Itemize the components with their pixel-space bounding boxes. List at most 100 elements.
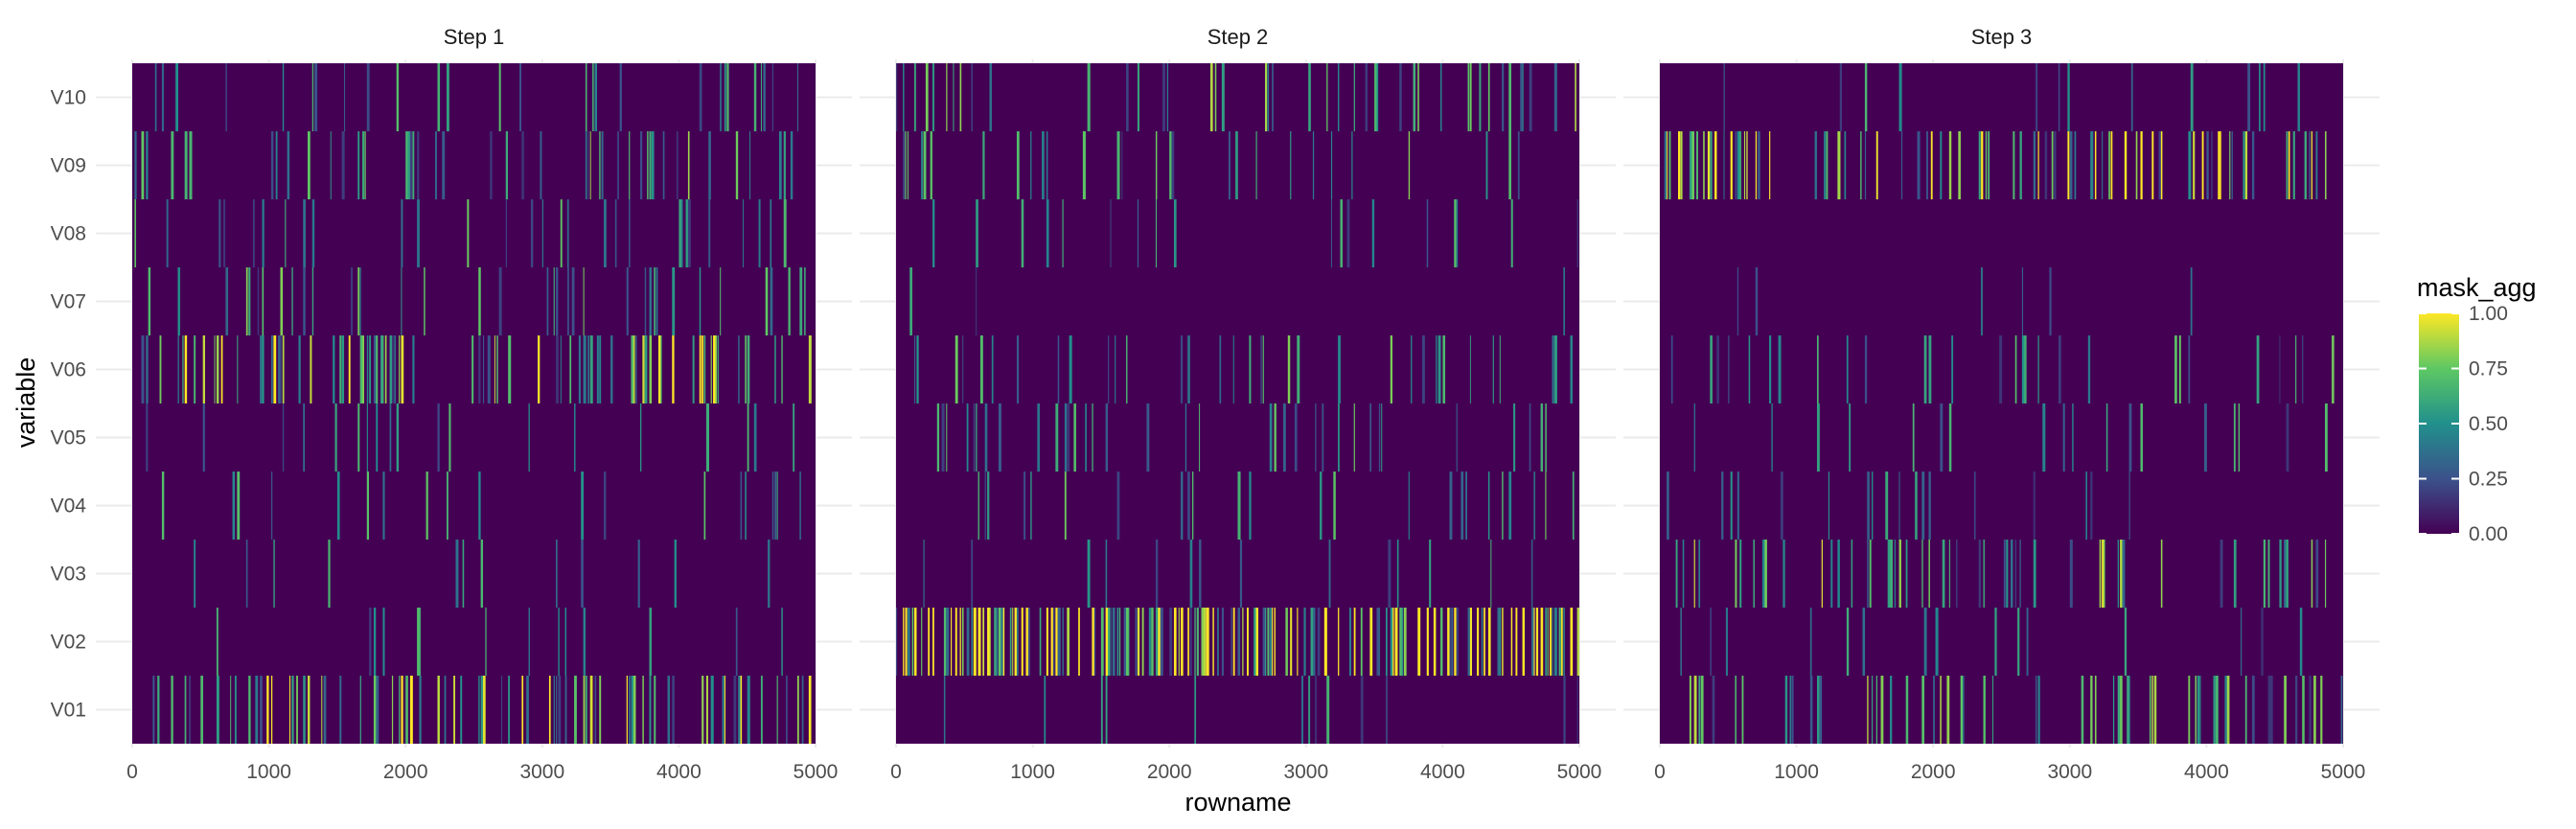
heatmap-tile bbox=[171, 131, 174, 199]
heatmap-tile bbox=[1014, 608, 1017, 676]
heatmap-tile bbox=[1481, 608, 1484, 676]
heatmap-tile bbox=[1436, 335, 1438, 403]
heatmap-tile bbox=[1365, 63, 1368, 131]
heatmap-tile bbox=[2033, 540, 2036, 608]
heatmap-tile bbox=[401, 267, 402, 335]
heatmap-tile bbox=[998, 608, 1001, 676]
heatmap-tile bbox=[2286, 403, 2289, 472]
heatmap-tile bbox=[747, 403, 749, 472]
heatmap-tile bbox=[808, 676, 812, 744]
heatmap-tile bbox=[771, 63, 773, 131]
heatmap-tile bbox=[2304, 131, 2307, 199]
heatmap-tile bbox=[1105, 540, 1108, 608]
heatmap-tile bbox=[202, 335, 205, 403]
heatmap-tile bbox=[614, 199, 617, 267]
heatmap-tile bbox=[735, 131, 739, 199]
heatmap-tile bbox=[2019, 131, 2022, 199]
heatmap-tile bbox=[540, 131, 542, 199]
heatmap-tile bbox=[753, 403, 757, 472]
heatmap-tile bbox=[642, 676, 644, 744]
heatmap-row-background bbox=[1660, 403, 2343, 472]
legend: mask_agg 0.00 0.25 0.50 0.75 1.00 bbox=[2417, 273, 2537, 545]
heatmap-tile bbox=[1141, 608, 1144, 676]
heatmap-tile bbox=[987, 608, 991, 676]
heatmap-tile bbox=[1485, 131, 1488, 199]
facet-panels bbox=[132, 63, 2343, 744]
heatmap-tile bbox=[2309, 676, 2312, 744]
heatmap-tile bbox=[1890, 676, 1893, 744]
heatmap-tile bbox=[1069, 335, 1072, 403]
heatmap-tile bbox=[2149, 676, 2151, 744]
heatmap-tile bbox=[1576, 608, 1580, 676]
heatmap-tile bbox=[1191, 472, 1194, 540]
heatmap-tile bbox=[262, 199, 264, 267]
heatmap-tile bbox=[508, 676, 510, 744]
heatmap-tile bbox=[564, 676, 567, 744]
heatmap-tile bbox=[1664, 131, 1668, 199]
heatmap-tile bbox=[223, 199, 226, 267]
heatmap-tile bbox=[1148, 608, 1152, 676]
heatmap-tile bbox=[2158, 131, 2162, 199]
heatmap-tile bbox=[749, 131, 751, 199]
heatmap-tile bbox=[1451, 608, 1454, 676]
heatmap-tile bbox=[996, 608, 999, 676]
facet-title: Step 2 bbox=[1208, 25, 1269, 49]
heatmap-tile bbox=[914, 335, 916, 403]
heatmap-tile bbox=[1736, 267, 1739, 335]
heatmap-tile bbox=[943, 676, 946, 744]
heatmap-tile bbox=[1360, 608, 1363, 676]
heatmap-tile bbox=[745, 472, 747, 540]
heatmap-tile bbox=[399, 335, 401, 403]
heatmap-tile bbox=[2231, 131, 2233, 199]
heatmap-tile bbox=[1052, 608, 1055, 676]
heatmap-tile bbox=[788, 267, 791, 335]
heatmap-tile bbox=[1867, 540, 1869, 608]
heatmap-tile bbox=[713, 335, 716, 403]
heatmap-tile bbox=[521, 676, 524, 744]
heatmap-tile bbox=[184, 335, 188, 403]
heatmap-tile bbox=[1328, 540, 1331, 608]
heatmap-tile bbox=[1575, 63, 1576, 131]
heatmap-tile bbox=[2135, 131, 2138, 199]
heatmap-tile bbox=[961, 335, 964, 403]
heatmap-tile bbox=[1510, 608, 1513, 676]
heatmap-tile bbox=[2244, 131, 2248, 199]
heatmap-tile bbox=[2251, 131, 2255, 199]
heatmap-tile bbox=[2021, 335, 2025, 403]
heatmap-tile bbox=[1826, 131, 1828, 199]
heatmap-tile bbox=[1520, 63, 1523, 131]
heatmap-tile bbox=[2242, 131, 2245, 199]
heatmap-tile bbox=[642, 335, 645, 403]
heatmap-tile bbox=[1730, 472, 1733, 540]
heatmap-tile bbox=[1948, 131, 1952, 199]
heatmap-tile bbox=[914, 608, 917, 676]
heatmap-tile bbox=[409, 131, 412, 199]
heatmap-tile bbox=[1310, 608, 1314, 676]
heatmap-tile bbox=[1320, 472, 1322, 540]
heatmap-tile bbox=[285, 199, 287, 267]
heatmap-tile bbox=[1242, 608, 1244, 676]
heatmap-tile bbox=[1730, 131, 1733, 199]
heatmap-tile bbox=[1249, 335, 1252, 403]
heatmap-tile bbox=[1267, 608, 1270, 676]
heatmap-tile bbox=[182, 335, 184, 403]
heatmap-tile bbox=[705, 676, 708, 744]
heatmap-tile bbox=[989, 608, 991, 676]
heatmap-tile bbox=[1508, 472, 1512, 540]
heatmap-tile bbox=[581, 540, 584, 608]
heatmap-row-background bbox=[132, 608, 816, 676]
heatmap-tile bbox=[394, 335, 396, 403]
heatmap-tile bbox=[166, 199, 169, 267]
heatmap-tile bbox=[2019, 540, 2021, 608]
heatmap-tile bbox=[389, 335, 393, 403]
heatmap-tile bbox=[1816, 676, 1820, 744]
legend-title: mask_agg bbox=[2417, 273, 2537, 302]
heatmap-tile bbox=[1535, 608, 1539, 676]
heatmap-tile bbox=[2069, 131, 2073, 199]
heatmap-tile bbox=[928, 608, 931, 676]
heatmap-tile bbox=[1315, 403, 1317, 472]
heatmap-tile bbox=[526, 676, 529, 744]
heatmap-tile bbox=[216, 608, 218, 676]
heatmap-row-background bbox=[1660, 267, 2343, 335]
heatmap-tile bbox=[1553, 608, 1557, 676]
